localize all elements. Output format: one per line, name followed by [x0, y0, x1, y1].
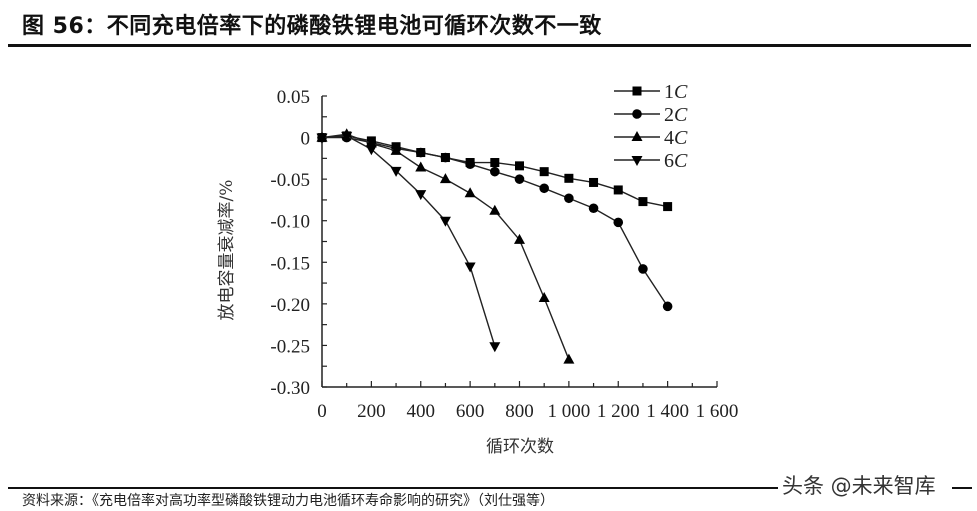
x-axis-title: 循环次数	[486, 437, 554, 457]
data-point-circle	[564, 193, 574, 204]
watermark: 头条 @未来智库	[782, 474, 936, 498]
data-point-triangle-up	[464, 187, 476, 198]
data-point-square	[638, 197, 648, 207]
legend-marker-triangle-up	[631, 131, 643, 141]
data-point-triangle-down	[489, 342, 501, 353]
legend-item-4C: 4C	[614, 127, 688, 149]
y-tick-label: -0.15	[270, 253, 310, 274]
chart-series	[316, 128, 673, 364]
data-point-triangle-up	[514, 233, 525, 244]
y-axis-title: 放电容量衰减率/%	[217, 180, 237, 321]
data-point-circle	[440, 152, 451, 163]
data-point-triangle-down	[390, 166, 402, 177]
figure-title: 图 56：不同充电倍率下的磷酸铁锂电池可循环次数不一致	[22, 14, 602, 39]
data-point-circle	[490, 166, 500, 177]
y-tick-label: -0.05	[270, 170, 310, 191]
data-point-circle	[415, 147, 426, 158]
y-tick-label: -0.30	[270, 378, 310, 399]
title-divider	[8, 44, 971, 47]
data-point-triangle-down	[341, 131, 353, 142]
data-point-square	[613, 185, 623, 195]
x-tick-label: 800	[505, 401, 534, 422]
y-tick-label: -0.25	[270, 336, 310, 357]
data-point-triangle-down	[415, 190, 427, 201]
source-divider-right	[952, 487, 972, 489]
data-point-circle	[465, 159, 475, 169]
x-tick-label: 200	[357, 401, 386, 422]
data-point-circle	[662, 301, 673, 312]
data-point-triangle-up	[439, 173, 451, 184]
series-6C	[316, 131, 501, 353]
data-point-triangle-down	[439, 216, 451, 227]
data-point-circle	[514, 174, 525, 184]
legend-marker-square	[632, 86, 642, 96]
data-point-triangle-up	[390, 144, 402, 155]
data-point-triangle-up	[538, 292, 550, 303]
data-point-circle	[588, 203, 599, 214]
data-point-triangle-down	[464, 262, 476, 273]
data-point-triangle-up	[489, 204, 501, 215]
x-tick-label: 1 600	[696, 401, 739, 422]
legend-label: 6C	[664, 150, 688, 172]
y-tick-label: 0.05	[277, 87, 310, 108]
series-line	[321, 135, 496, 347]
data-point-triangle-up	[415, 161, 427, 172]
legend-label: 2C	[664, 104, 688, 126]
x-tick-label: 1 400	[646, 401, 689, 422]
data-point-circle	[613, 217, 624, 228]
data-point-triangle-up	[563, 353, 575, 364]
legend-item-6C: 6C	[614, 150, 688, 172]
y-tick-label: -0.20	[270, 295, 310, 316]
legend-label: 1C	[664, 81, 688, 103]
data-point-square	[564, 173, 574, 183]
data-point-square	[589, 177, 599, 187]
legend-marker-circle	[632, 109, 642, 119]
data-point-square	[515, 161, 524, 171]
y-tick-label: 0	[301, 129, 311, 150]
data-point-circle	[638, 264, 648, 274]
source-note: 资料来源：《充电倍率对高功率型磷酸铁锂动力电池循环寿命影响的研究》（刘仕强等）	[22, 493, 554, 509]
x-tick-label: 1 000	[548, 401, 591, 422]
x-tick-label: 0	[317, 401, 327, 422]
data-point-triangle-down	[316, 133, 328, 144]
source-divider	[8, 487, 778, 489]
data-point-triangle-down	[365, 145, 377, 156]
chart-axes: 0.05 0 -0.05 -0.10 -0.15 -0.20 -0.25 -0.30 0 200 4…	[270, 87, 738, 422]
data-point-square	[663, 202, 673, 212]
legend-item-1C: 1C	[614, 81, 688, 103]
data-point-square	[539, 167, 549, 177]
x-tick-label: 1 200	[597, 401, 640, 422]
data-point-triangle-up	[365, 137, 377, 148]
data-point-circle	[539, 183, 549, 194]
x-tick-label: 600	[456, 401, 485, 422]
x-tick-label: 400	[407, 401, 436, 422]
legend-item-2C: 2C	[614, 104, 688, 126]
y-tick-label: -0.10	[270, 212, 310, 233]
series-4C	[316, 128, 575, 364]
legend-label: 4C	[664, 127, 688, 149]
legend-marker-triangle-down	[631, 156, 643, 166]
data-point-square	[490, 158, 500, 168]
